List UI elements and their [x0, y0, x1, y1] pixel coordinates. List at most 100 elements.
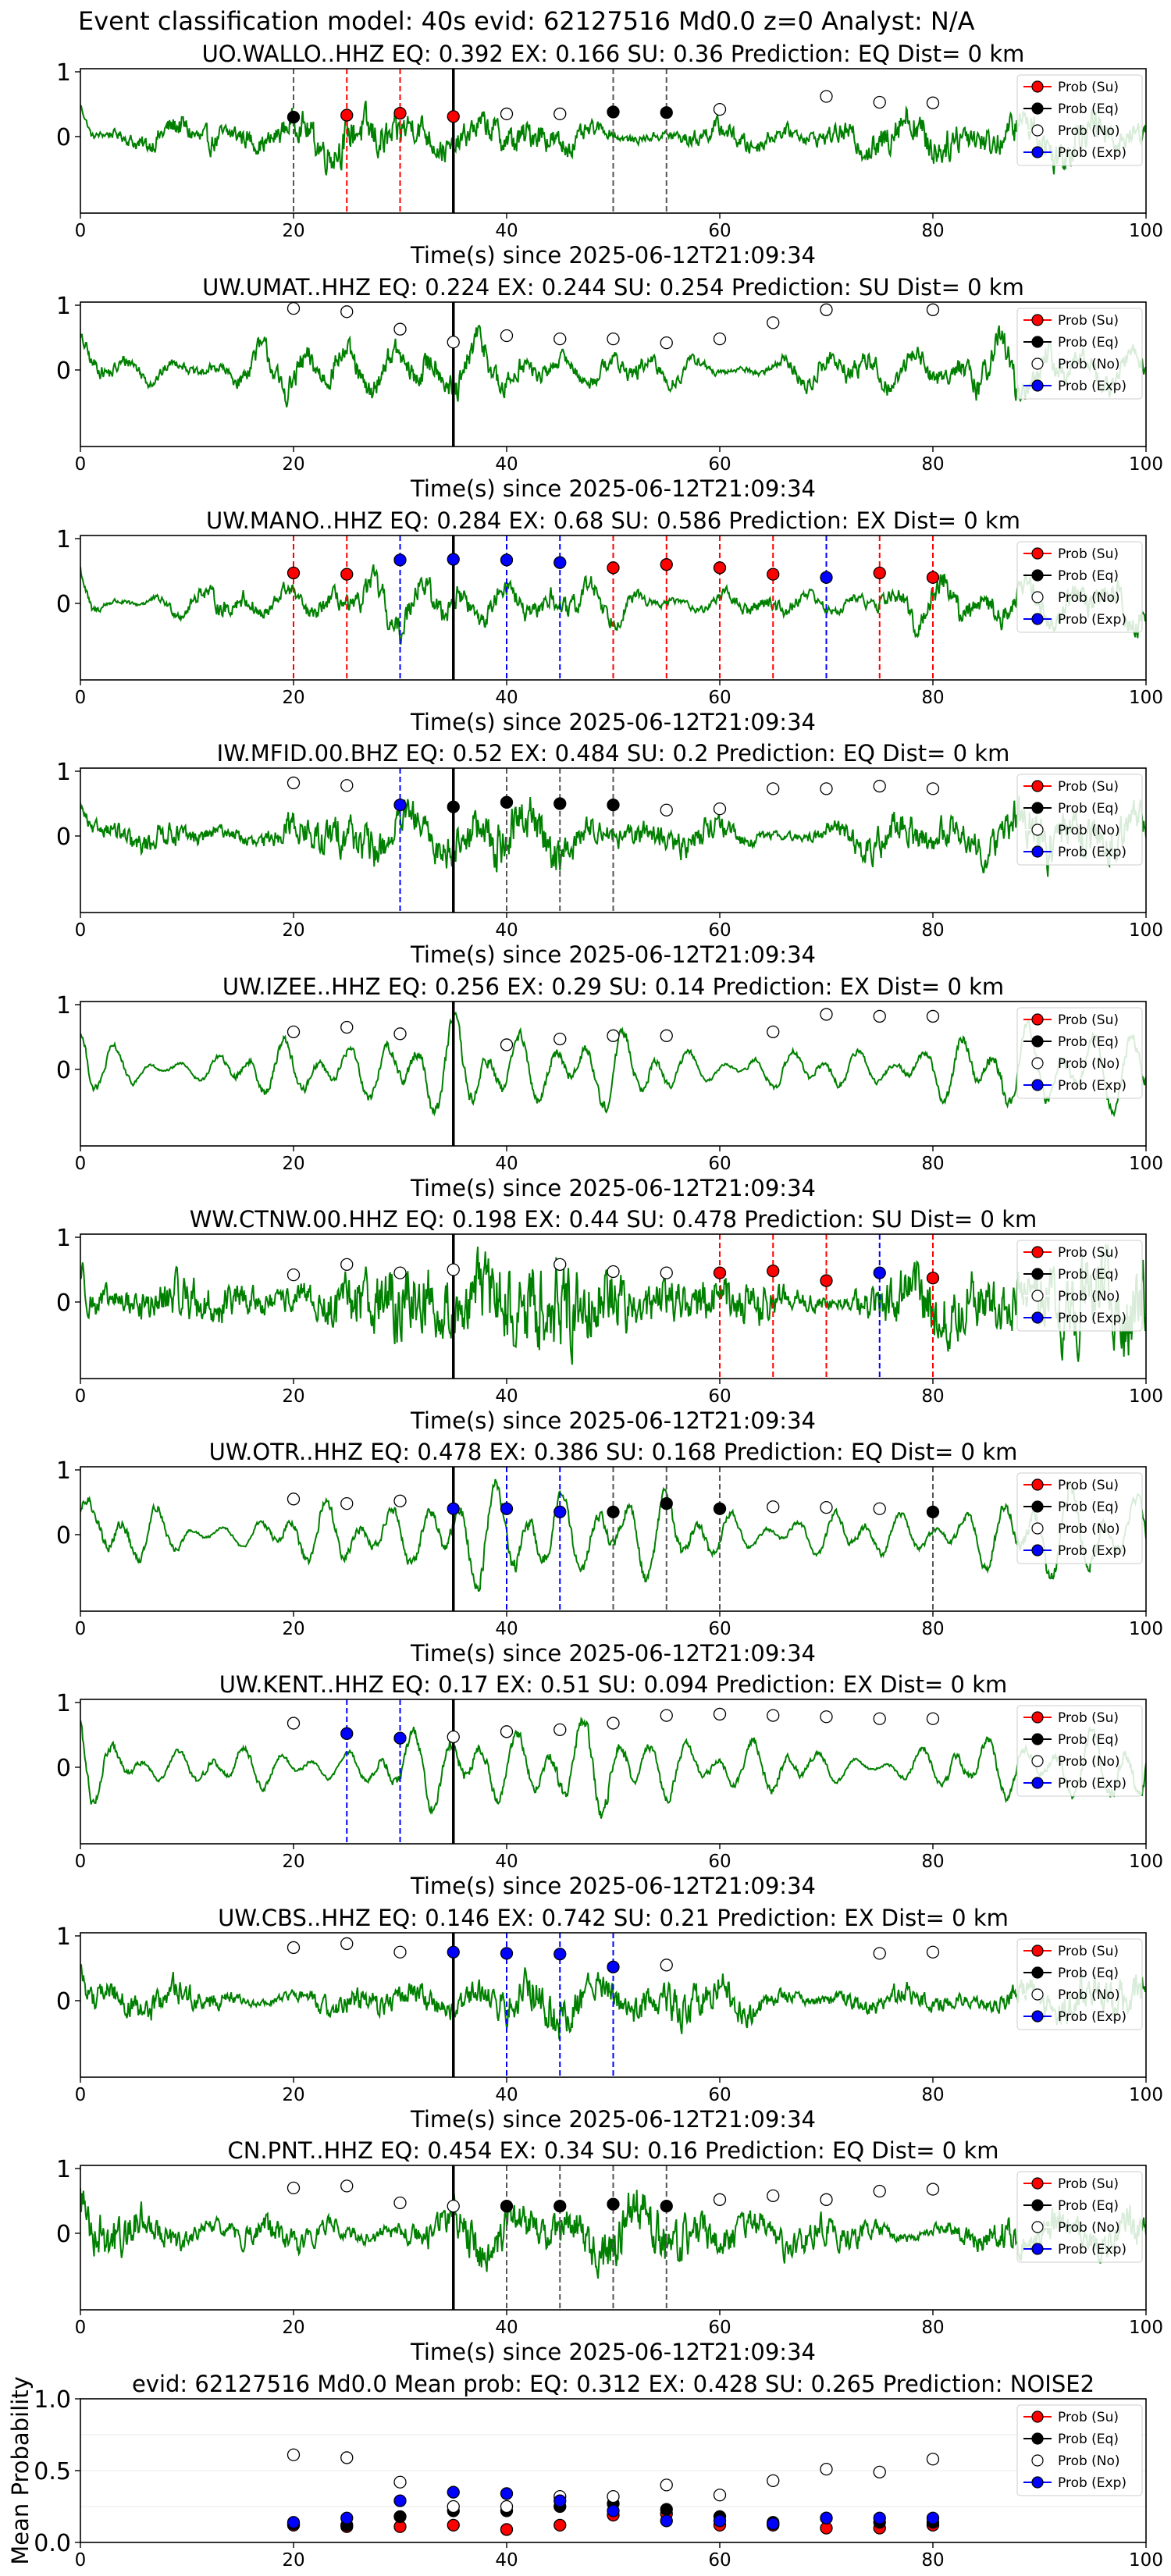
- x-tick-label: 60: [708, 1852, 731, 1872]
- legend-box: [1016, 74, 1143, 166]
- prob-marker-no: [713, 332, 727, 346]
- x-axis-label: Time(s) since 2025-06-12T21:09:34: [410, 2339, 816, 2365]
- legend-box: [1016, 774, 1143, 866]
- x-tick-label: 0: [75, 2085, 87, 2105]
- legend-box: [1016, 2171, 1143, 2263]
- prob-marker-no: [820, 1008, 833, 1021]
- x-tick-label: 20: [282, 2085, 304, 2105]
- x-tick-label: 80: [921, 920, 944, 941]
- x-tick-label: 100: [1129, 688, 1163, 708]
- x-axis-label: Time(s) since 2025-06-12T21:09:34: [410, 1873, 816, 1899]
- legend-label: Prob (No): [1058, 357, 1120, 372]
- waveform-trace: [80, 1717, 1146, 1819]
- prob-marker-no: [713, 2193, 727, 2206]
- prob-marker-exp: [607, 1960, 620, 1973]
- legend-label: Prob (No): [1058, 1289, 1120, 1304]
- x-axis-label: Time(s) since 2025-06-12T21:09:34: [410, 941, 816, 968]
- axes-frame: [80, 2165, 1147, 2311]
- x-tick-label: 80: [921, 2318, 944, 2338]
- panel-1: UO.WALLO..HHZ EQ: 0.392 EX: 0.166 SU: 0.…: [56, 41, 1163, 269]
- legend-marker-eq: [1031, 2432, 1044, 2445]
- y-tick-label: 0: [56, 358, 71, 385]
- prob-marker-exp: [393, 798, 407, 812]
- prob-marker-su: [820, 1274, 833, 1287]
- prob-marker-no: [767, 316, 780, 329]
- prob-marker-no: [393, 1945, 407, 1959]
- mean-prob-marker-eq: [660, 2503, 673, 2516]
- x-tick-label: 40: [495, 1852, 518, 1872]
- legend-box: [1016, 1472, 1143, 1564]
- prob-marker-no: [287, 1717, 301, 1730]
- axes-frame: [80, 68, 1147, 214]
- prob-marker-eq: [660, 106, 673, 119]
- prob-marker-no: [873, 1502, 886, 1515]
- y-tick-label: 1: [56, 293, 71, 320]
- legend-marker-su: [1031, 1944, 1044, 1957]
- legend-marker-exp: [1031, 2243, 1044, 2255]
- prob-marker-no: [607, 1029, 620, 1042]
- mean-prob-marker-exp: [287, 2516, 301, 2529]
- prob-marker-no: [820, 2193, 833, 2206]
- x-tick-label: 60: [708, 688, 731, 708]
- mean-prob-marker-no: [873, 2465, 886, 2478]
- legend-box: [1016, 2404, 1143, 2496]
- prob-marker-no: [873, 1947, 886, 1960]
- x-axis-label: Time(s) since 2025-06-12T21:09:34: [410, 475, 816, 502]
- legend-label: Prob (Exp): [1058, 1776, 1127, 1791]
- prob-marker-no: [607, 332, 620, 346]
- prob-marker-exp: [873, 1266, 886, 1279]
- prob-marker-exp: [820, 571, 833, 584]
- prob-marker-eq: [607, 2197, 620, 2211]
- legend-box: [1016, 1240, 1143, 1332]
- y-tick-label: 1.0: [34, 2386, 71, 2414]
- x-axis-label: Time(s) since 2025-06-12T21:09:34: [410, 1175, 816, 1201]
- prob-marker-no: [340, 1496, 354, 1510]
- legend-label: Prob (No): [1058, 1987, 1120, 2003]
- prob-marker-su: [340, 568, 354, 581]
- legend-marker-eq: [1031, 1733, 1044, 1745]
- prob-marker-no: [713, 1707, 727, 1721]
- panel-title: CN.PNT..HHZ EQ: 0.454 EX: 0.34 SU: 0.16 …: [227, 2137, 998, 2164]
- prob-marker-no: [287, 1268, 301, 1282]
- panel-8: UW.KENT..HHZ EQ: 0.17 EX: 0.51 SU: 0.094…: [56, 1671, 1163, 1899]
- prob-marker-eq: [500, 795, 514, 809]
- prob-marker-no: [393, 1027, 407, 1041]
- legend-marker-no: [1031, 1988, 1044, 2001]
- x-axis-label: Time(s) since 2025-06-12T21:09:34: [410, 1407, 816, 1434]
- legend-label: Prob (No): [1058, 1521, 1120, 1537]
- prob-marker-no: [873, 779, 886, 793]
- prob-marker-no: [767, 782, 780, 795]
- legend-label: Prob (Su): [1058, 1944, 1119, 1959]
- legend-marker-su: [1031, 314, 1044, 326]
- mean-prob-marker-no: [607, 2489, 620, 2503]
- mean-prob-marker-no: [393, 2475, 407, 2489]
- x-tick-label: 0: [75, 1154, 87, 1174]
- prob-marker-eq: [447, 800, 460, 813]
- x-tick-label: 80: [921, 1154, 944, 1174]
- prob-marker-no: [500, 1725, 514, 1738]
- prob-marker-no: [926, 1712, 940, 1725]
- y-tick-label: 1: [56, 59, 71, 87]
- prob-marker-no: [393, 1266, 407, 1279]
- x-tick-label: 20: [282, 2318, 304, 2338]
- legend-label: Prob (No): [1058, 1754, 1120, 1770]
- panel-title: UW.UMAT..HHZ EQ: 0.224 EX: 0.244 SU: 0.2…: [202, 274, 1024, 301]
- y-tick-label: 1: [56, 992, 71, 1019]
- legend-marker-eq: [1031, 1035, 1044, 1048]
- prob-marker-no: [553, 332, 567, 346]
- prob-marker-no: [660, 336, 673, 350]
- legend-marker-no: [1031, 358, 1044, 370]
- panel-7: UW.OTR..HHZ EQ: 0.478 EX: 0.386 SU: 0.16…: [56, 1439, 1163, 1667]
- prob-marker-exp: [447, 553, 460, 566]
- waveform-trace: [80, 324, 1146, 407]
- x-tick-label: 100: [1129, 1852, 1163, 1872]
- prob-marker-no: [660, 1029, 673, 1042]
- x-tick-label: 40: [495, 2550, 518, 2571]
- y-tick-label: 1: [56, 759, 71, 786]
- prob-marker-no: [607, 1265, 620, 1279]
- prob-marker-no: [820, 782, 833, 795]
- x-tick-label: 0: [75, 221, 87, 241]
- legend-label: Prob (Exp): [1058, 1078, 1127, 1094]
- x-tick-label: 0: [75, 1852, 87, 1872]
